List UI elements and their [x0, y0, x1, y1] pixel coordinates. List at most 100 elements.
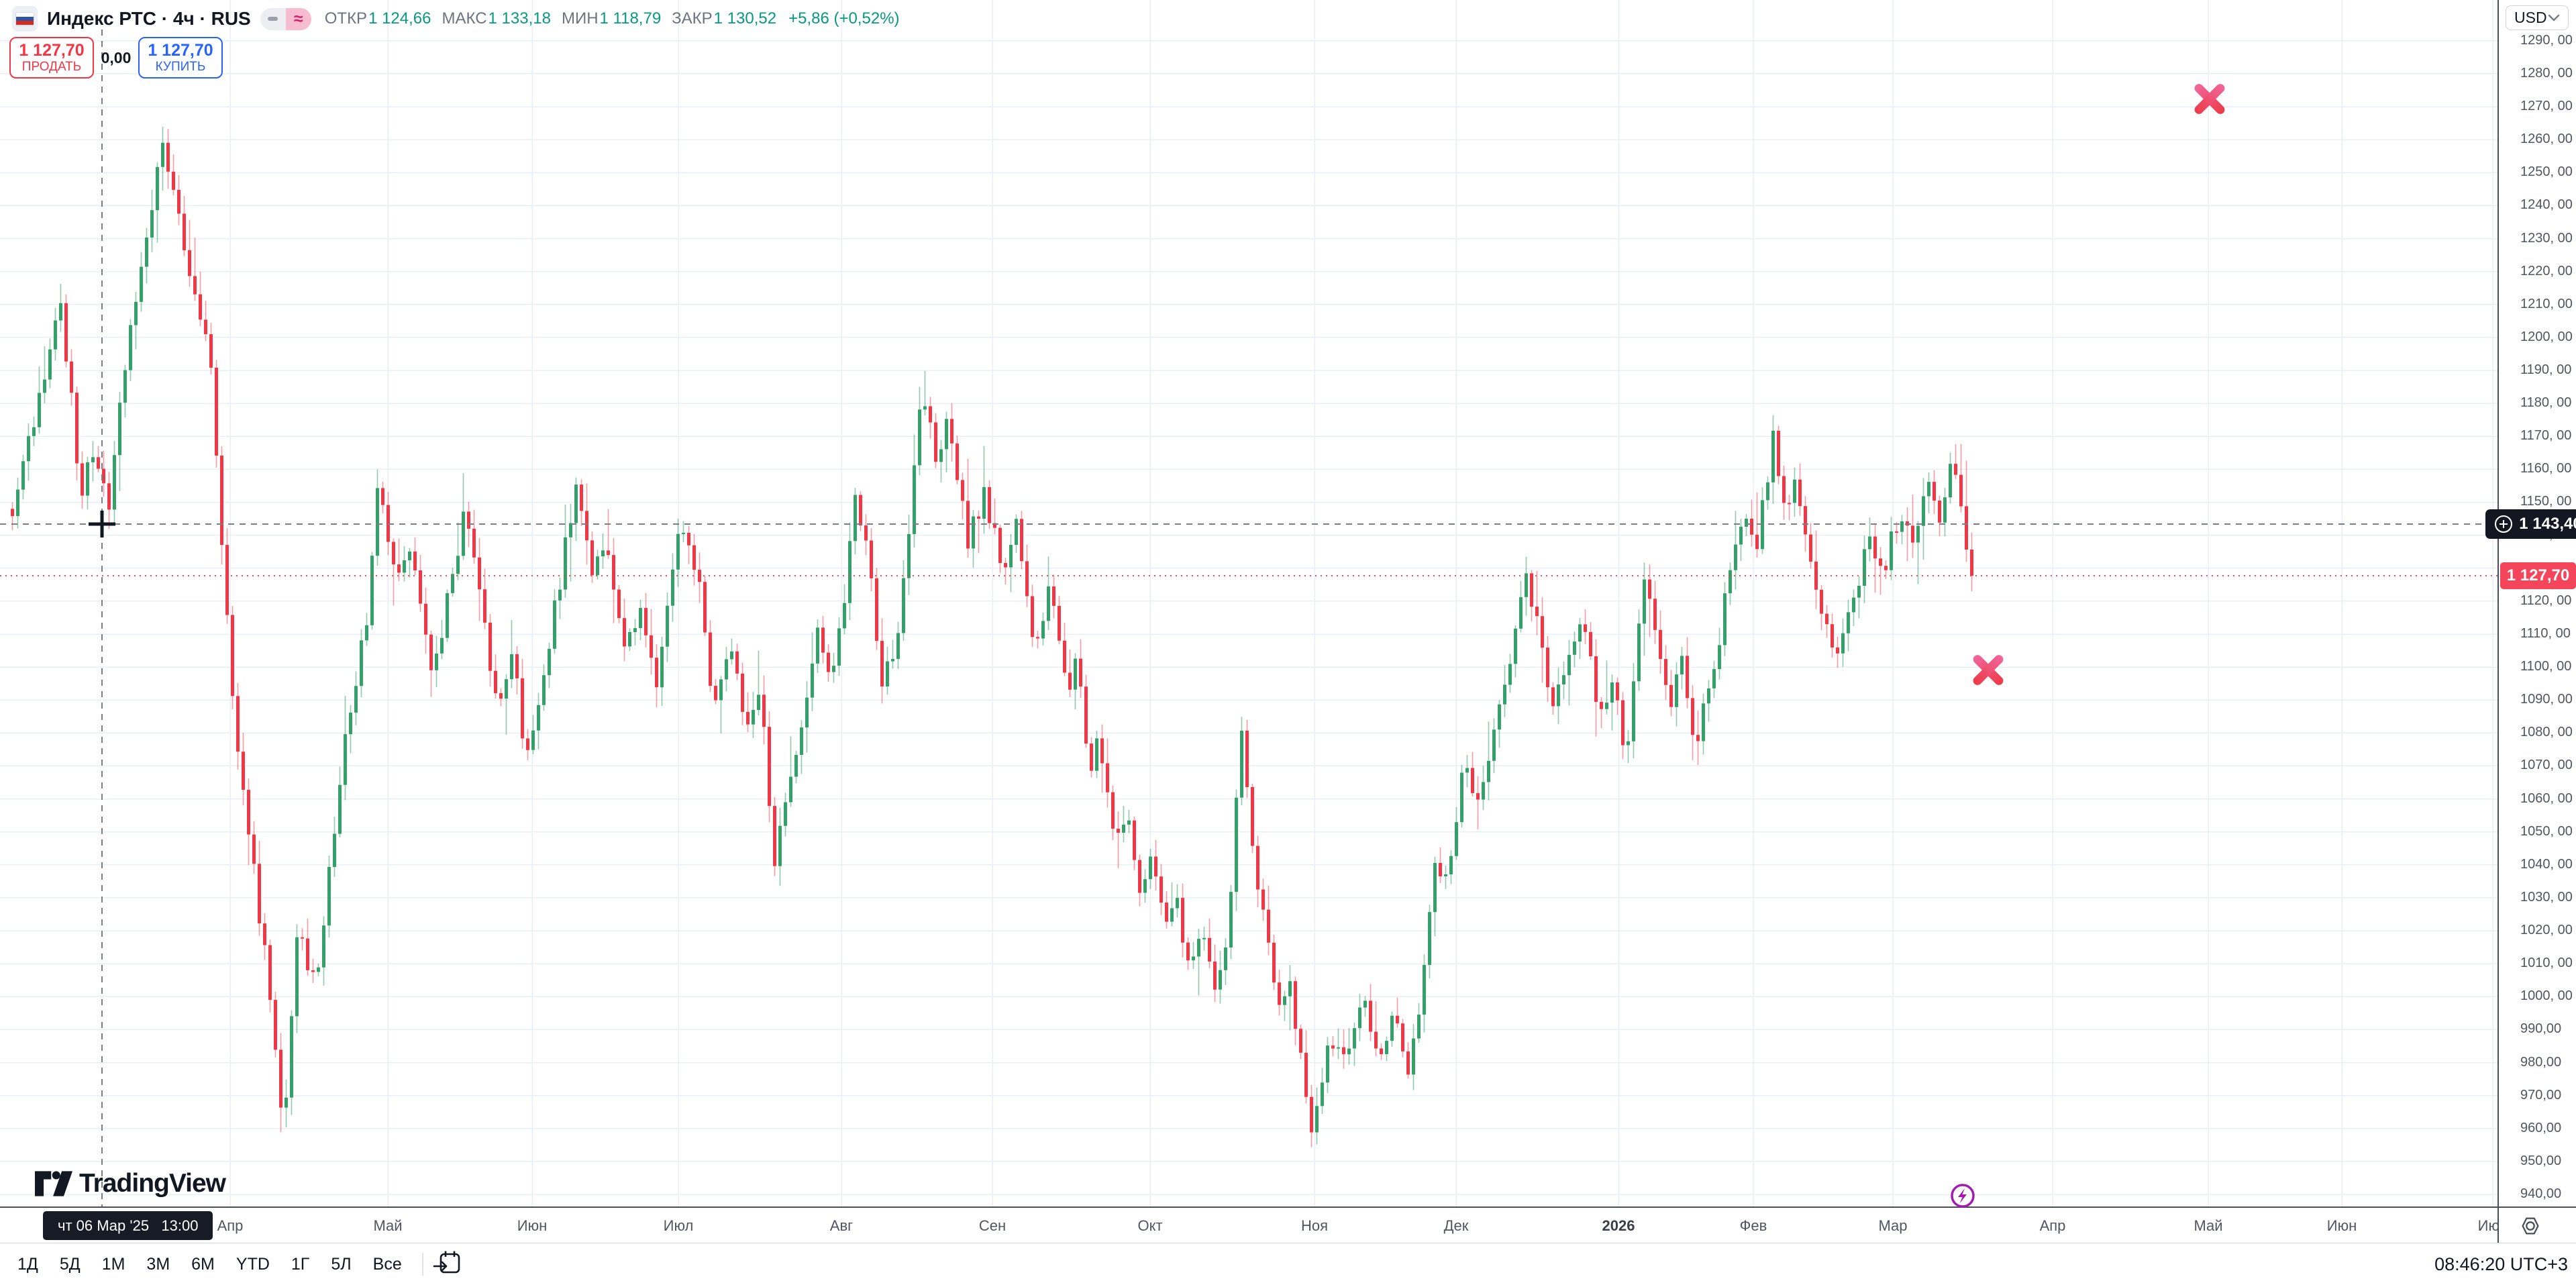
price-tick-label: 1260, 00 [2520, 132, 2573, 147]
time-tick-label: Окт [1137, 1217, 1163, 1234]
price-tick-label: 1210, 00 [2520, 296, 2573, 311]
symbol-title[interactable]: Индекс РТС · 4ч · RUS [47, 8, 251, 29]
price-tick-label: 1250, 00 [2520, 164, 2573, 180]
price-tick-label: 1230, 00 [2520, 230, 2573, 246]
time-tick-label: Июл [2477, 1217, 2497, 1234]
currency-label: USD [2514, 9, 2547, 26]
high-value: 1 133,18 [488, 9, 551, 28]
tradingview-logo[interactable]: TradingView [35, 1169, 226, 1198]
price-tick-label: 1280, 00 [2520, 65, 2573, 81]
sell-button[interactable]: 1 127,70 ПРОДАТЬ [9, 37, 94, 79]
price-tick-label: 1270, 00 [2520, 99, 2573, 114]
sell-price: 1 127,70 [19, 41, 85, 60]
buy-price: 1 127,70 [148, 41, 213, 60]
crosshair-price-value: 1 143,40 [2519, 515, 2576, 533]
price-tick-label: 960,00 [2520, 1120, 2562, 1135]
price-tick-label: 1170, 00 [2520, 428, 2572, 444]
range-button-5д[interactable]: 5Д [59, 1254, 81, 1274]
symbol-header: Индекс РТС · 4ч · RUS ≈ ОТКР 1 124,66 МАК… [12, 5, 900, 32]
price-tick-label: 1200, 00 [2520, 329, 2573, 344]
price-axis[interactable]: USD 940,00 950,00 960,00 970,00 980,00 990,00… [2485, 0, 2576, 1206]
market-status-pill[interactable]: ≈ [260, 7, 311, 30]
range-button-5л[interactable]: 5Л [331, 1254, 352, 1274]
time-tick-label: Июн [517, 1217, 548, 1234]
price-tick-label: 1020, 00 [2520, 923, 2573, 938]
candlestick-chart[interactable] [0, 0, 2497, 1206]
price-tick-label: 990,00 [2520, 1021, 2562, 1037]
tradingview-logo-text: TradingView [79, 1169, 226, 1198]
ohlc-legend: ОТКР 1 124,66 МАКС 1 133,18 МИН 1 118,79 ЗА… [325, 9, 900, 28]
price-tick-label: 1110, 00 [2520, 625, 2571, 641]
x-mark-annotation[interactable] [2188, 77, 2231, 120]
time-tick-label: Фев [1739, 1217, 1767, 1234]
price-tick-label: 980,00 [2520, 1054, 2562, 1070]
crosshair-price-tag: 1 143,40 [2485, 509, 2576, 539]
currency-selector[interactable]: USD [2506, 5, 2569, 30]
trade-panel: 1 127,70 ПРОДАТЬ 0,00 1 127,70 КУПИТЬ [9, 37, 223, 79]
price-tick-label: 970,00 [2520, 1087, 2562, 1102]
time-tick-label: Май [373, 1217, 403, 1234]
axis-settings-button[interactable] [2518, 1213, 2543, 1242]
add-alert-plus-icon[interactable] [2493, 514, 2514, 534]
price-tick-label: 1180, 00 [2520, 395, 2572, 411]
axis-corner-separator [2497, 1208, 2499, 1244]
range-button-ytd[interactable]: YTD [236, 1254, 270, 1274]
price-tick-label: 1150, 00 [2520, 494, 2572, 509]
low-value: 1 118,79 [599, 9, 662, 28]
time-tick-label: Апр [217, 1217, 244, 1234]
lightning-event-icon[interactable] [1948, 1181, 1977, 1211]
price-tick-label: 1240, 00 [2520, 197, 2573, 213]
crosshair-date-tag: чт 06 Мар '25 13:00 [43, 1211, 213, 1240]
price-tick-label: 940,00 [2520, 1186, 2562, 1201]
last-price-tag: 1 127,70 [2500, 562, 2576, 589]
price-tick-label: 1060, 00 [2520, 790, 2573, 806]
price-tick-label: 1220, 00 [2520, 263, 2573, 278]
price-tick-label: 1040, 00 [2520, 856, 2573, 872]
time-tick-label: Май [2194, 1217, 2223, 1234]
close-value: 1 130,52 [713, 9, 777, 28]
time-axis[interactable]: Апр Май Июн Июл Авг Сен Окт Ноя Дек 2026 Фев Мар Апр… [0, 1206, 2576, 1244]
change-value: +5,86 (+0,52%) [788, 9, 900, 28]
time-tick-label: 2026 [1602, 1217, 1635, 1234]
russia-flag-icon [12, 6, 38, 32]
time-tick-label: Июн [2326, 1217, 2357, 1234]
price-tick-label: 1190, 00 [2520, 362, 2572, 377]
range-button-1г[interactable]: 1Г [291, 1254, 310, 1274]
price-tick-label: 1120, 00 [2520, 593, 2572, 608]
last-price-value: 1 127,70 [2506, 566, 2570, 584]
time-tick-label: Авг [829, 1217, 854, 1234]
price-tick-label: 950,00 [2520, 1153, 2562, 1168]
tradingview-logo-icon [35, 1171, 72, 1196]
time-tick-label: Ноя [1300, 1217, 1329, 1234]
go-to-date-button[interactable] [433, 1249, 462, 1280]
buy-button[interactable]: 1 127,70 КУПИТЬ [138, 37, 223, 79]
price-tick-label: 1010, 00 [2520, 956, 2573, 971]
gear-icon [2522, 1217, 2539, 1235]
x-mark-annotation[interactable] [1967, 648, 2010, 691]
price-tick-label: 1160, 00 [2520, 461, 2572, 476]
price-tick-label: 1000, 00 [2520, 988, 2573, 1004]
price-tick-label: 1030, 00 [2520, 889, 2573, 905]
calendar-arrow-icon [433, 1251, 460, 1273]
price-tick-label: 1100, 00 [2520, 659, 2572, 674]
sell-caption: ПРОДАТЬ [21, 60, 82, 74]
low-label: МИН [561, 9, 599, 28]
range-button-3м[interactable]: 3М [146, 1254, 170, 1274]
price-tick-label: 1050, 00 [2520, 823, 2573, 839]
range-button-все[interactable]: Все [372, 1254, 402, 1274]
chevron-down-icon [2548, 14, 2560, 21]
high-label: МАКС [442, 9, 487, 28]
crosshair-cursor-icon [89, 511, 115, 537]
buy-caption: КУПИТЬ [155, 60, 206, 74]
range-button-6м[interactable]: 6М [191, 1254, 215, 1274]
open-value: 1 124,66 [368, 9, 431, 28]
price-tick-label: 1080, 00 [2520, 725, 2573, 740]
clock-timezone[interactable]: 08:46:20 UTC+3 [2434, 1253, 2568, 1274]
bottom-toolbar: 1Д 5Д 1М 3М 6М YTD 1Г 5Л Все 08:46:20 UTC+3 [0, 1243, 2576, 1285]
toolbar-divider [421, 1253, 423, 1276]
range-button-1д[interactable]: 1Д [17, 1254, 38, 1274]
time-tick-label: Апр [2039, 1217, 2066, 1234]
range-button-1м[interactable]: 1М [101, 1254, 125, 1274]
time-tick-label: Дек [1443, 1217, 1469, 1234]
